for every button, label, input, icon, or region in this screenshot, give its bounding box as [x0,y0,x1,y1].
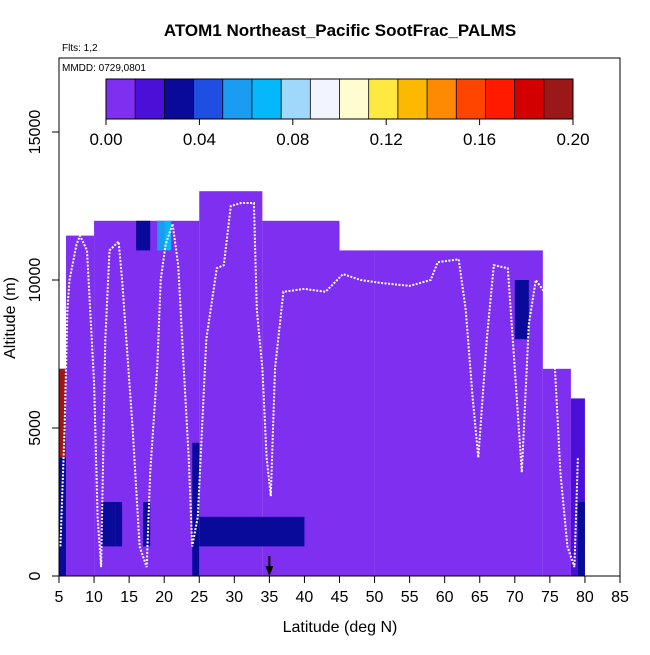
x-tick-label: 65 [471,589,489,606]
colorbar-segment [543,79,574,119]
colorbar-segment [339,79,370,119]
x-tick-label: 75 [541,589,559,606]
x-tick-label: 60 [436,589,454,606]
colorbar-tick-label: 0.12 [370,130,403,149]
heatmap-cells [59,191,585,577]
colorbar-segment [456,79,486,119]
heatmap-cell-highlight [514,280,529,340]
colorbar-segment [222,79,253,119]
x-axis: 5 10 15 20 25 30 35 40 45 50 55 60 65 70 75 80 85 [55,576,629,606]
colorbar-tick-label: 0.20 [556,130,589,149]
x-tick-label: 35 [260,589,278,606]
colorbar-segment [427,79,457,119]
colorbar-tick-label: 0.04 [183,130,216,149]
colorbar-segment [514,79,545,119]
heatmap-cell [199,191,263,576]
x-tick-label: 10 [85,589,103,606]
y-tick-label: 10000 [27,258,44,303]
marker-arrow-head [265,566,274,576]
heatmap-cell-highlight [136,220,151,251]
colorbar: 0.00 0.04 0.08 0.12 0.16 0.20 [89,78,590,149]
colorbar-segment [310,79,340,119]
colorbar-segment [251,79,282,119]
y-tick-label: 0 [27,571,44,580]
flight-track-line [59,202,579,568]
y-tick-label: 5000 [27,410,44,446]
colorbar-segment [281,79,311,119]
heatmap-cell-highlight [192,442,200,576]
heatmap-cell-highlight [143,502,151,547]
heatmap-cell-highlight [577,502,585,576]
x-tick-label: 5 [55,589,64,606]
x-tick-label: 30 [225,589,243,606]
x-tick-label: 55 [401,589,419,606]
x-tick-label: 25 [190,589,208,606]
x-tick-label: 85 [611,589,629,606]
flight-track [59,202,579,568]
colorbar-tick-label: 0.08 [276,130,309,149]
heatmap-cell-highlight [157,220,165,251]
heatmap-cell-highlight [199,516,305,547]
heatmap-cell-highlight [115,502,123,547]
colorbar-segment [485,79,516,119]
dates-annotation: MMDD: 0729,0801 [62,63,146,74]
x-tick-label: 80 [576,589,594,606]
x-tick-label: 40 [296,589,314,606]
x-tick-label: 45 [331,589,349,606]
latitude-marker-arrow [265,556,274,576]
x-tick-label: 70 [506,589,524,606]
x-tick-label: 20 [155,589,173,606]
colorbar-segment [193,79,224,119]
y-axis: 0 5000 10000 15000 [27,110,59,580]
heatmap-cell [66,235,95,576]
colorbar-segment [397,79,428,119]
colorbar-tick-label: 0.00 [89,130,122,149]
heatmap-cell-high [59,368,67,458]
x-tick-label: 50 [366,589,384,606]
colorbar-segment [164,79,195,119]
heatmap-cell [339,250,375,576]
colorbar-segment [368,79,399,119]
colorbar-frame [105,78,574,120]
colorbar-segment [106,79,136,119]
chart-title: ATOM1 Northeast_Pacific SootFrac_PALMS [164,21,516,40]
flights-annotation: Flts: 1,2 [62,43,98,54]
heatmap-cell-highlight [101,502,116,547]
colorbar-segment [135,79,165,119]
y-tick-label: 15000 [27,110,44,155]
y-axis-label: Altitude (m) [2,277,19,359]
x-axis-label: Latitude (deg N) [283,619,398,636]
x-tick-label: 15 [120,589,138,606]
colorbar-tick-label: 0.16 [463,130,496,149]
